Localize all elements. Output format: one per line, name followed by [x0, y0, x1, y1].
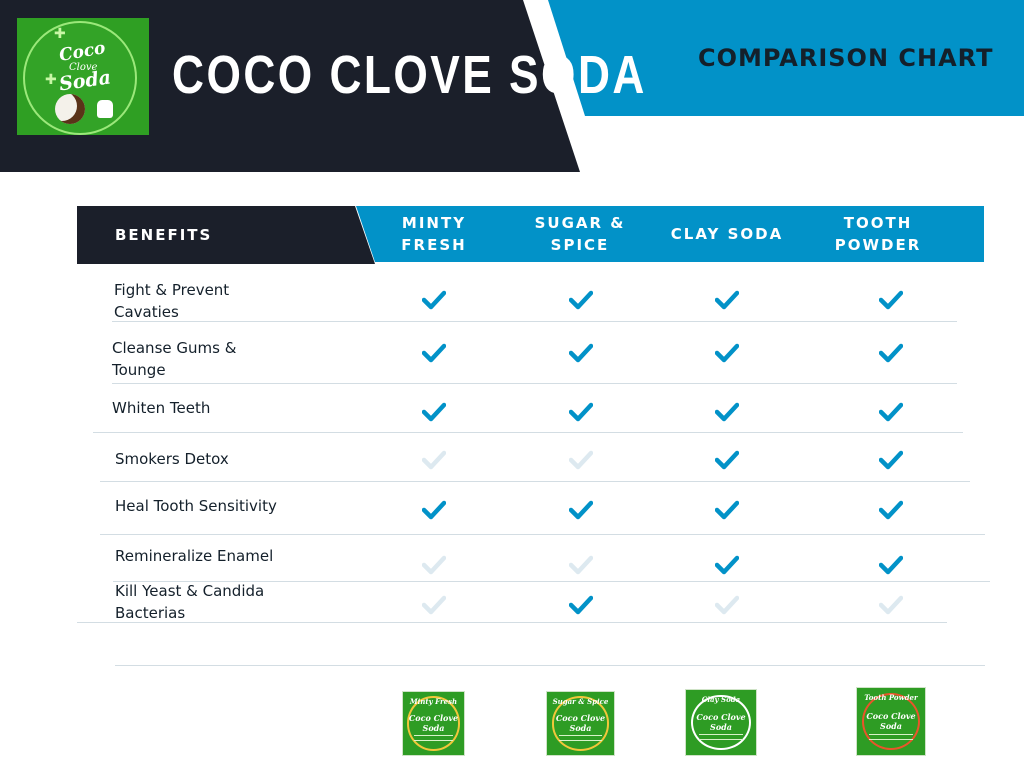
checkmark-icon [422, 499, 446, 521]
checkmark-icon [879, 554, 903, 576]
product-logo-text: Coco Clove Soda [696, 712, 746, 733]
checkmark-icon [879, 401, 903, 423]
checkmark-icon [879, 449, 903, 471]
checkmark-icon [879, 342, 903, 364]
row-divider [100, 534, 985, 535]
checkmark-faded-icon [879, 594, 903, 616]
product-label-line [869, 733, 913, 735]
column-header-tooth-powder: TOOTH POWDER [818, 212, 938, 256]
product-label-line [698, 739, 744, 741]
checkmark-icon [715, 499, 739, 521]
checkmark-icon [569, 499, 593, 521]
benefit-line: Bacterias [115, 604, 186, 622]
product-label-ring [861, 692, 921, 751]
checkmark-faded-icon [422, 594, 446, 616]
product-label-line [698, 734, 744, 736]
product-logo-text: Coco Clove Soda [408, 713, 459, 734]
checkmark-icon [715, 401, 739, 423]
table-header-benefits: BENEFITS [115, 226, 213, 244]
benefit-label-smokers-detox: Smokers Detox [115, 450, 229, 468]
benefit-line: Cavaties [114, 303, 179, 321]
row-divider [77, 622, 947, 623]
column-header-minty-fresh: MINTY FRESH [374, 212, 494, 256]
product-label-ring [690, 694, 752, 751]
benefit-line: Kill Yeast & Candida [115, 582, 265, 600]
product-label-ring [407, 696, 460, 751]
product-image-minty-fresh: Minty Fresh Coco Clove Soda [403, 692, 464, 755]
benefit-label-heal-sensitivity: Heal Tooth Sensitivity [115, 497, 277, 515]
checkmark-icon [569, 289, 593, 311]
column-header-line: SUGAR & [534, 214, 626, 232]
checkmark-icon [422, 401, 446, 423]
column-header-line: MINTY [401, 214, 467, 232]
benefit-label-kill-yeast: Kill Yeast & Candida Bacterias [115, 580, 264, 624]
column-header-line: SPICE [550, 236, 610, 254]
column-header-line: POWDER [834, 236, 922, 254]
checkmark-icon [569, 342, 593, 364]
checkmark-faded-icon [569, 554, 593, 576]
product-image-clay-soda: Clay Soda Coco Clove Soda [686, 690, 756, 755]
checkmark-icon [879, 499, 903, 521]
logo-text-clove: Clove [69, 62, 98, 73]
benefit-label-whiten-teeth: Whiten Teeth [112, 399, 211, 417]
section-divider [115, 665, 985, 666]
benefit-label-fight-cavities: Fight & Prevent Cavaties [114, 279, 229, 323]
product-label-line [413, 734, 454, 736]
product-name: Minty Fresh [409, 697, 458, 707]
checkmark-faded-icon [569, 449, 593, 471]
benefit-line: Fight & Prevent [114, 281, 230, 299]
column-header-line: TOOTH [843, 214, 913, 232]
product-name: Sugar & Spice [552, 697, 609, 707]
product-label-line [559, 739, 602, 741]
benefit-label-cleanse-gums: Cleanse Gums & Tounge [112, 337, 236, 381]
product-label-line [413, 739, 454, 741]
column-header-line: FRESH [401, 236, 467, 254]
row-divider [112, 383, 957, 384]
chart-title: COMPARISON CHART [698, 44, 994, 72]
product-name: Tooth Powder [864, 693, 918, 703]
product-label-line [559, 734, 602, 736]
checkmark-faded-icon [422, 449, 446, 471]
product-logo-text: Coco Clove Soda [555, 713, 606, 734]
row-divider [93, 432, 963, 433]
benefit-line: Cleanse Gums & [112, 339, 237, 357]
checkmark-icon [569, 401, 593, 423]
checkmark-icon [715, 289, 739, 311]
table-header-products-cell [356, 206, 984, 262]
checkmark-faded-icon [422, 554, 446, 576]
brand-title: COCO CLOVE SODA [172, 45, 647, 105]
product-image-sugar-spice: Sugar & Spice Coco Clove Soda [547, 692, 614, 755]
column-header-clay-soda: CLAY SODA [662, 223, 792, 245]
checkmark-icon [879, 289, 903, 311]
column-header-line: CLAY SODA [670, 225, 784, 243]
brand-logo: ✚ ✚ Coco Clove Soda [17, 18, 149, 135]
checkmark-faded-icon [715, 594, 739, 616]
row-divider [100, 481, 970, 482]
checkmark-icon [715, 342, 739, 364]
row-divider [113, 581, 990, 582]
checkmark-icon [422, 342, 446, 364]
product-label-line [869, 738, 913, 740]
coconut-icon [55, 94, 85, 124]
checkmark-icon [715, 449, 739, 471]
checkmark-icon [422, 289, 446, 311]
product-logo-text: Coco Clove Soda [866, 710, 916, 731]
product-label-ring [551, 696, 610, 751]
table-header-benefits-cell [77, 206, 375, 264]
logo-plus-icon: ✚ [54, 26, 66, 42]
checkmark-icon [569, 594, 593, 616]
benefit-line: Tounge [112, 361, 166, 379]
logo-plus-icon: ✚ [45, 72, 57, 88]
checkmark-icon [715, 554, 739, 576]
benefit-label-remineralize-enamel: Remineralize Enamel [115, 547, 274, 565]
column-header-sugar-spice: SUGAR & SPICE [520, 212, 640, 256]
tooth-icon [97, 100, 113, 118]
product-image-tooth-powder: Tooth Powder Coco Clove Soda [857, 688, 925, 755]
product-name: Clay Soda [701, 695, 741, 705]
header-blue-band [548, 0, 1024, 116]
row-divider [112, 321, 957, 322]
